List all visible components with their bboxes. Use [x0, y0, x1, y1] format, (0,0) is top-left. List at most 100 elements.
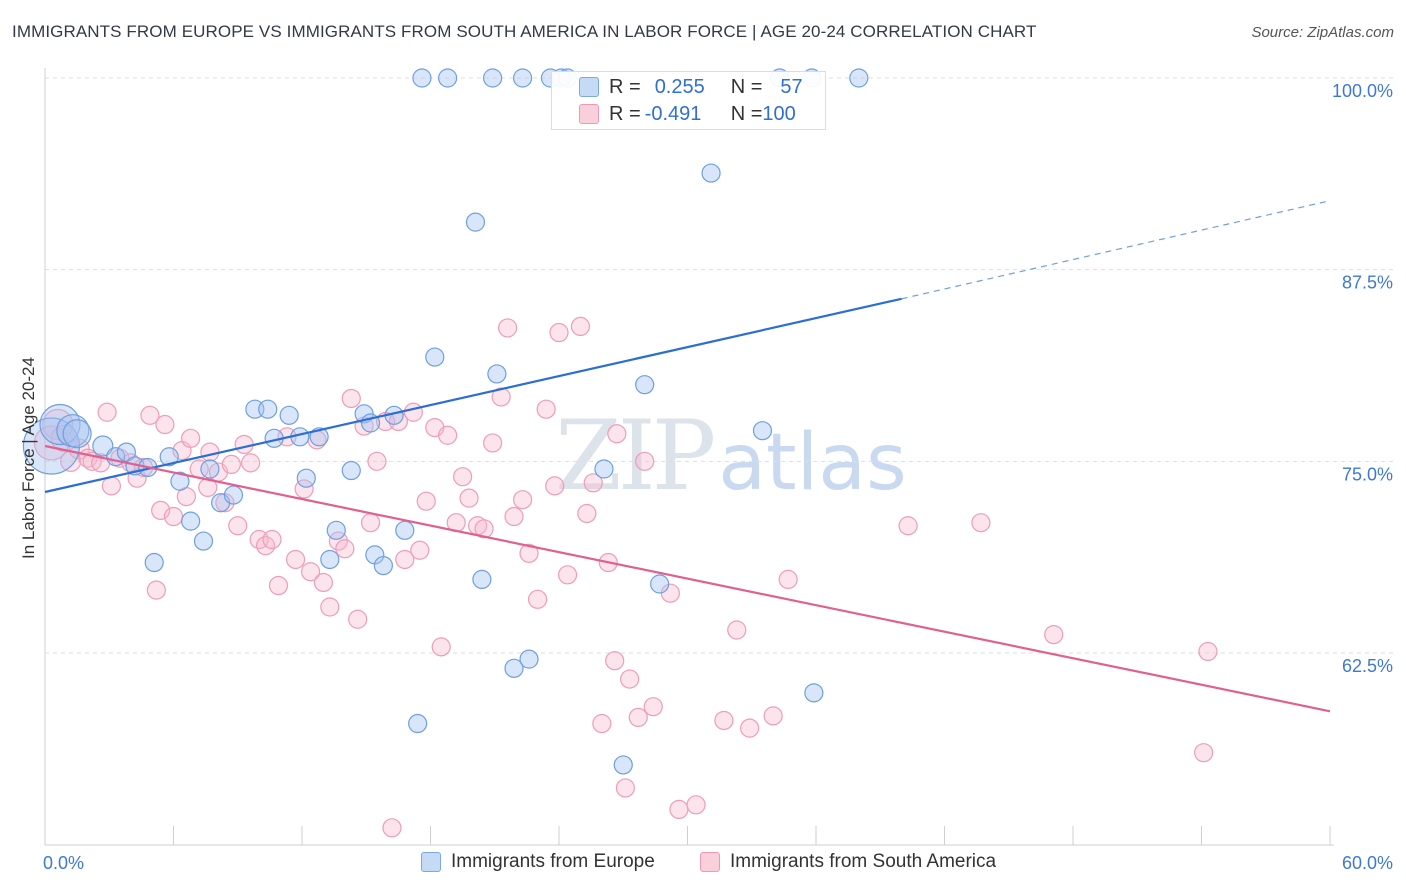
south-america-point	[583, 473, 603, 493]
south-america-point	[592, 713, 612, 734]
south-america-point	[545, 476, 565, 496]
south-america-point	[234, 434, 254, 455]
chart-title: IMMIGRANTS FROM EUROPE VS IMMIGRANTS FRO…	[12, 22, 1037, 41]
stats-n-label: N =	[730, 75, 763, 98]
y-axis-label: In Labor Force | Age 20-24	[19, 357, 38, 559]
south-america-point	[200, 442, 220, 462]
south-america-point	[163, 506, 184, 527]
europe-point	[752, 421, 773, 441]
legend-europe-swatch	[421, 852, 441, 872]
stats-r-label: R =	[609, 75, 641, 98]
south-america-point	[615, 778, 635, 798]
europe-point	[326, 520, 346, 540]
source-credit: Source: ZipAtlas.com	[1251, 24, 1394, 41]
south-america-point	[438, 425, 458, 445]
south-america-point	[181, 428, 201, 448]
legend-south-america-swatch	[700, 852, 720, 872]
south-america-point	[320, 597, 340, 617]
europe-point	[438, 68, 458, 88]
south-america-point	[607, 424, 627, 444]
europe-point	[487, 364, 507, 384]
south-america-point	[262, 529, 282, 550]
stats-r-value: -0.491	[644, 102, 702, 125]
europe-point	[804, 683, 824, 703]
south-america-point	[635, 451, 655, 471]
stats-box: R = 0.255 N = 57 R = -0.491 N = 100	[551, 71, 826, 130]
tick-labels: 62.5% 75.0% 87.5% 100.0% 0.0% 60.0%	[43, 81, 1393, 873]
south-america-point	[431, 637, 451, 657]
south-america-point	[491, 387, 511, 407]
legend-south-america[interactable]: Immigrants from South America	[700, 851, 996, 873]
south-america-point	[1198, 641, 1218, 662]
south-america-point	[228, 516, 248, 536]
europe-point	[472, 569, 492, 590]
legend-europe-label: Immigrants from Europe	[451, 851, 655, 872]
europe-point	[519, 649, 539, 669]
south-america-point	[669, 799, 689, 820]
europe-point	[635, 375, 655, 395]
south-america-point	[1044, 624, 1064, 645]
south-america-point	[763, 706, 783, 726]
europe-point	[373, 555, 393, 576]
legend-europe[interactable]: Immigrants from Europe	[421, 851, 655, 873]
europe-points	[22, 68, 869, 775]
south-america-point	[527, 589, 548, 609]
south-america-point	[740, 718, 760, 738]
south-america-point	[620, 669, 640, 689]
south-america-point	[221, 454, 241, 474]
south-america-point	[1194, 743, 1214, 763]
south-america-point	[268, 575, 289, 596]
europe-point	[650, 574, 670, 594]
europe-point	[483, 68, 503, 88]
europe-point	[62, 419, 92, 449]
south-america-point	[459, 488, 479, 508]
europe-point	[849, 68, 869, 88]
europe-point	[181, 511, 201, 531]
europe-point	[395, 520, 415, 540]
south-america-point	[512, 490, 533, 510]
south-america-point	[557, 565, 578, 585]
axes	[44, 68, 1334, 846]
south-america-point	[898, 516, 918, 536]
europe-point	[159, 447, 179, 467]
y-tick-label: 100.0%	[1332, 81, 1393, 101]
europe-point	[296, 468, 316, 488]
south-america-point	[335, 539, 355, 559]
south-america-point	[382, 818, 402, 838]
europe-point	[512, 68, 533, 88]
legend-south-america-label: Immigrants from South America	[730, 851, 997, 872]
europe-point	[408, 713, 428, 734]
south-america-point	[395, 549, 415, 570]
stats-n-value: 57	[780, 75, 803, 98]
south-america-point	[285, 549, 306, 570]
europe-swatch	[579, 77, 599, 97]
south-america-point	[198, 477, 218, 497]
europe-point	[258, 399, 278, 419]
europe-point	[320, 549, 340, 570]
south-america-point	[643, 697, 663, 717]
europe-trend-line	[44, 297, 902, 494]
south-america-point	[971, 513, 991, 533]
europe-point	[170, 471, 190, 491]
south-america-point	[453, 467, 473, 487]
europe-point	[613, 755, 633, 775]
south-america-point	[410, 540, 430, 560]
south-america-point	[97, 402, 117, 422]
south-america-point	[536, 399, 556, 419]
south-america-points	[33, 316, 1218, 838]
stats-row-south-america: R = -0.491 N = 100	[552, 101, 796, 127]
south-america-point	[628, 707, 648, 728]
watermark: ZIPatlas	[555, 400, 907, 512]
south-america-point	[300, 562, 321, 582]
south-america-point	[367, 451, 387, 471]
south-america-point	[577, 503, 597, 524]
europe-point	[412, 68, 432, 88]
south-america-trend-line	[44, 444, 1331, 713]
south-america-point	[686, 795, 706, 815]
watermark-zip: ZIP	[555, 400, 716, 512]
europe-point	[22, 417, 81, 475]
europe-trend-extension	[901, 200, 1331, 300]
europe-point	[144, 552, 164, 573]
south-america-point	[416, 491, 436, 511]
